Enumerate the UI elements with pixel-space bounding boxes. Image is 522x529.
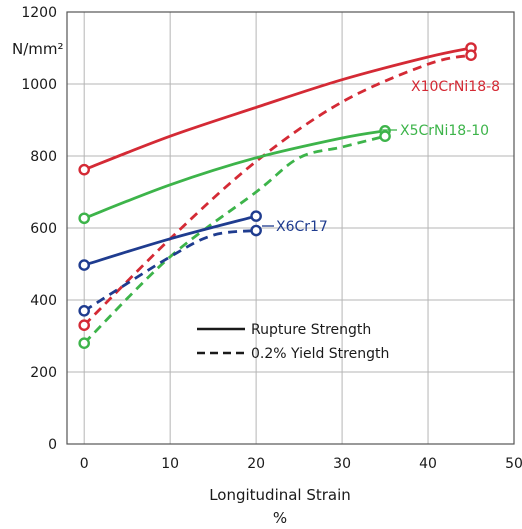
legend: Rupture Strength 0.2% Yield Strength (197, 322, 389, 362)
y-tick-label: 0 (48, 437, 57, 453)
series-line-x10crni18-8-rupture (83, 46, 472, 171)
tick-labels: 0 10 20 30 40 50 0 200 400 600 800 1000 1200 (21, 5, 522, 472)
x-tick-label: 40 (419, 456, 437, 472)
y-tick-label: 800 (30, 149, 57, 165)
series-point-x10crni18-8-yield-start (78, 319, 90, 332)
x-tick-label: 10 (161, 456, 179, 472)
series-line-x6cr17-yield (83, 229, 257, 312)
y-tick-label: 400 (30, 293, 57, 309)
series-point-x5crni18-10-yield-end (379, 130, 391, 142)
series-point-x6cr17-rupture-end (250, 210, 262, 222)
series-line-x6cr17-rupture (83, 214, 257, 267)
series-point-x6cr17-rupture-start (78, 259, 90, 271)
series-labels: X10CrNi18-8 X5CrNi18-10 X6Cr17 (262, 79, 500, 235)
plot-frame (66, 11, 515, 445)
series-line-x5crni18-10-yield (83, 134, 386, 345)
grid (67, 12, 514, 444)
series-point-x5crni18-10-yield-start (78, 337, 90, 350)
x-tick-label: 20 (247, 456, 265, 472)
series-line-x10crni18-8-yield (83, 53, 472, 327)
series-point-x6cr17-yield-end (250, 224, 262, 237)
series-label-x5crni18-10: X5CrNi18-10 (400, 123, 489, 139)
series-label-x10crni18-8: X10CrNi18-8 (411, 79, 500, 95)
legend-rupture-label: Rupture Strength (251, 322, 371, 338)
y-tick-label: 600 (30, 221, 57, 237)
x-axis-unit: % (273, 509, 287, 527)
series (78, 42, 477, 350)
x-tick-label: 50 (505, 456, 522, 472)
x-tick-label: 30 (333, 456, 351, 472)
y-tick-label: 1000 (21, 77, 57, 93)
x-axis-label: Longitudinal Strain (209, 486, 351, 504)
y-tick-label: 1200 (21, 5, 57, 21)
series-line-x5crni18-10-rupture (83, 129, 386, 220)
x-tick-label: 0 (80, 456, 89, 472)
y-axis-label: N/mm² (12, 40, 64, 58)
series-point-x6cr17-yield-start (78, 304, 90, 317)
series-point-x10crni18-8-rupture-start (78, 163, 90, 176)
y-tick-label: 200 (30, 365, 57, 381)
series-point-x5crni18-10-rupture-start (78, 212, 90, 225)
legend-yield-label: 0.2% Yield Strength (251, 346, 389, 362)
series-point-x10crni18-8-yield-end (465, 49, 477, 62)
series-label-x6cr17: X6Cr17 (276, 219, 328, 235)
